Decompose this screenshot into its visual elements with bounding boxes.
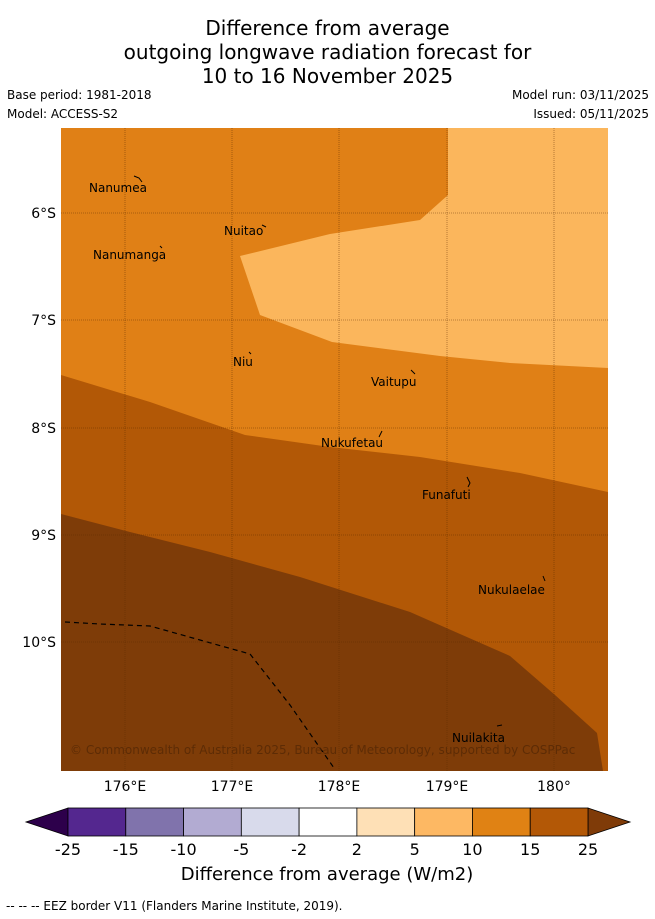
place-vaitupu: Vaitupu	[371, 375, 417, 389]
colorbar-tick-label: -25	[55, 840, 81, 859]
lat-label: 7°S	[31, 313, 56, 329]
lat-label: 10°S	[22, 635, 56, 651]
lon-label: 180°	[537, 779, 571, 795]
colorbar-tick-label: 5	[410, 840, 420, 859]
colorbar-tick-label: 25	[578, 840, 598, 859]
lon-label: 177°E	[211, 779, 254, 795]
lon-label: 176°E	[104, 779, 147, 795]
colorbar: -25 -15 -10 -5 -2 2 5 10 15 25	[24, 807, 632, 859]
island-outlines	[133, 175, 546, 727]
issued-label: Issued: 05/11/2025	[533, 107, 649, 121]
zone-above-25	[61, 514, 603, 771]
title-line-2: outgoing longwave radiation forecast for	[123, 40, 532, 64]
chart-title: Difference from average outgoing longwav…	[0, 16, 655, 88]
place-funafuti: Funafuti	[422, 488, 471, 502]
lon-label: 178°E	[318, 779, 361, 795]
colorbar-segment	[240, 807, 300, 837]
model-run-label: Model run: 03/11/2025	[511, 88, 649, 102]
eez-border	[64, 621, 335, 769]
lon-label: 179°E	[426, 779, 469, 795]
colorbar-segment	[356, 807, 416, 837]
colorbar-segment	[67, 807, 127, 837]
lat-label: 6°S	[31, 206, 56, 222]
zone-5-to-10	[240, 128, 608, 368]
colorbar-tick-label: -15	[113, 840, 139, 859]
place-labels: Nanumea Nuitao Nanumanga Niu Vaitupu Nuk…	[89, 181, 545, 745]
colorbar-segment	[125, 807, 184, 837]
colorbar-segment	[183, 807, 242, 837]
place-nukufetau: Nukufetau	[321, 436, 383, 450]
place-nanumanga: Nanumanga	[93, 248, 166, 262]
place-nuilakita: Nuilakita	[452, 731, 505, 745]
colorbar-segment	[472, 807, 531, 837]
eez-footnote: -- -- -- EEZ border V11 (Flanders Marine…	[6, 899, 343, 913]
latitude-labels: 6°S 7°S 8°S 9°S 10°S	[22, 206, 56, 651]
colorbar-tick-label: 10	[462, 840, 482, 859]
longitude-labels: 176°E 177°E 178°E 179°E 180°	[104, 779, 571, 795]
colorbar-overflow-arrow	[587, 807, 632, 837]
colorbar-segment	[414, 807, 473, 837]
place-niu: Niu	[233, 355, 253, 369]
colorbar-tick-label: 15	[520, 840, 540, 859]
place-nanumea: Nanumea	[89, 181, 147, 195]
colorbar-tick-label: -2	[291, 840, 307, 859]
place-nukulaelae: Nukulaelae	[478, 583, 545, 597]
base-period-label: Base period: 1981-2018	[7, 88, 152, 102]
colorbar-tick-label: -10	[170, 840, 196, 859]
colorbar-segment	[529, 807, 589, 837]
map-panel: Nanumea Nuitao Nanumanga Niu Vaitupu Nuk…	[61, 128, 608, 771]
colorbar-underflow-arrow	[24, 807, 69, 837]
colorbar-segment	[298, 807, 358, 837]
lat-label: 9°S	[31, 528, 56, 544]
model-label: Model: ACCESS-S2	[7, 107, 119, 121]
colorbar-tick-label: -5	[233, 840, 249, 859]
lat-label: 8°S	[31, 421, 56, 437]
colorbar-tick-label: 2	[352, 840, 362, 859]
place-nuitao: Nuitao	[224, 224, 263, 238]
title-line-3: 10 to 16 November 2025	[201, 64, 454, 88]
credit-text: © Commonwealth of Australia 2025, Bureau…	[70, 743, 575, 757]
colorbar-label: Difference from average (W/m2)	[181, 864, 473, 885]
title-line-1: Difference from average	[205, 16, 450, 40]
